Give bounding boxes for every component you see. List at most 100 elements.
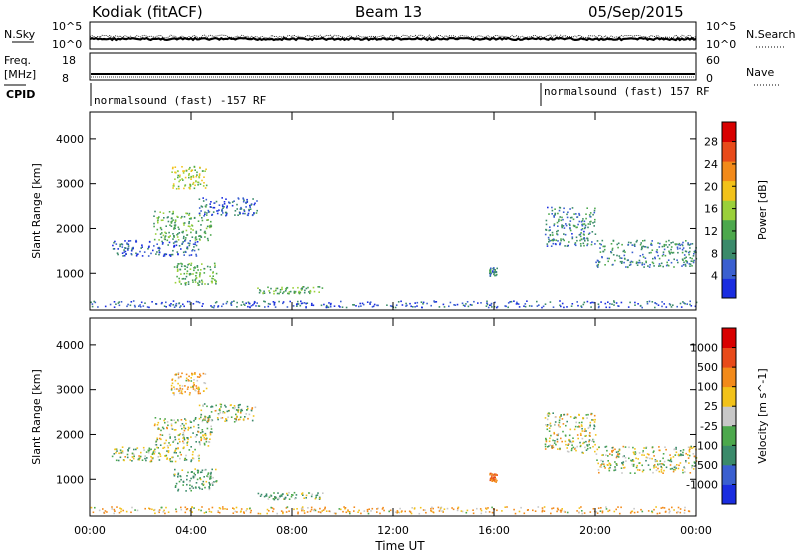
data-cell <box>166 458 168 460</box>
data-cell <box>604 467 606 469</box>
data-cell <box>183 224 185 226</box>
data-cell <box>194 372 196 374</box>
data-cell <box>187 281 190 283</box>
data-cell <box>431 506 433 509</box>
data-cell <box>668 239 670 242</box>
data-cell <box>688 251 690 254</box>
data-cell <box>560 219 563 222</box>
data-cell <box>611 450 613 452</box>
data-cell <box>603 465 606 468</box>
data-cell <box>204 213 206 215</box>
data-cell <box>556 434 558 436</box>
data-cell <box>315 496 317 499</box>
data-cell <box>657 254 659 257</box>
data-cell <box>676 243 678 245</box>
data-cell <box>153 225 155 228</box>
data-cell <box>166 426 168 429</box>
data-cell <box>230 416 233 418</box>
data-cell <box>579 235 582 238</box>
data-cell <box>597 469 600 471</box>
data-cell <box>673 258 675 261</box>
data-cell <box>254 406 257 409</box>
time-axis-label: Time UT <box>374 539 425 553</box>
data-cell <box>560 511 562 513</box>
data-cell <box>149 460 152 463</box>
data-cell <box>252 415 255 417</box>
data-cell <box>173 429 176 431</box>
data-cell <box>646 457 649 459</box>
data-cell <box>204 283 206 285</box>
data-cell <box>658 246 661 248</box>
data-cell <box>219 507 222 510</box>
data-cell <box>661 255 664 257</box>
data-cell <box>157 219 159 221</box>
data-cell <box>548 445 550 447</box>
data-cell <box>652 262 655 265</box>
data-cell <box>430 507 432 510</box>
data-cell <box>670 246 673 248</box>
data-cell <box>226 206 228 209</box>
data-cell <box>645 446 648 448</box>
data-cell <box>133 448 135 451</box>
data-cell <box>491 306 493 308</box>
data-cell <box>132 457 135 460</box>
data-cell <box>599 465 601 468</box>
data-cell <box>477 302 479 304</box>
data-cell <box>209 226 211 229</box>
data-cell <box>204 419 206 421</box>
data-cell <box>190 489 192 492</box>
data-cell <box>633 507 635 510</box>
data-cell <box>579 441 581 444</box>
data-cell <box>260 493 263 496</box>
data-cell <box>566 511 569 514</box>
data-cell <box>638 469 641 471</box>
x-tick-label: 04:00 <box>175 524 207 537</box>
data-cell <box>186 234 188 236</box>
data-cell <box>188 242 191 245</box>
data-cell <box>180 392 183 394</box>
data-cell <box>593 211 596 214</box>
data-cell <box>197 248 200 251</box>
data-cell <box>161 426 164 429</box>
data-cell <box>186 478 188 481</box>
data-cell <box>546 428 549 431</box>
colorbar-tick-label: 8 <box>711 247 718 260</box>
data-cell <box>177 420 180 422</box>
data-cell <box>641 262 644 264</box>
data-cell <box>194 267 196 269</box>
data-cell <box>274 301 276 304</box>
data-cell <box>682 471 684 474</box>
data-cell <box>566 306 568 308</box>
data-cell <box>147 451 150 454</box>
data-cell <box>247 301 250 304</box>
data-cell <box>181 278 184 280</box>
data-cell <box>609 466 611 469</box>
data-cell <box>186 388 189 390</box>
data-cell <box>196 376 199 378</box>
data-cell <box>127 245 130 247</box>
data-cell <box>243 209 245 211</box>
data-cell <box>383 509 385 512</box>
data-cell <box>114 240 116 243</box>
data-cell <box>547 412 549 415</box>
data-cell <box>583 441 585 444</box>
data-cell <box>548 229 550 232</box>
data-cell <box>225 302 228 305</box>
data-cell <box>541 507 544 509</box>
data-cell <box>218 209 220 211</box>
data-cell <box>172 441 174 443</box>
data-cell <box>568 438 570 441</box>
data-cell <box>159 453 161 455</box>
data-cell <box>277 497 280 500</box>
data-cell <box>177 419 179 421</box>
data-cell <box>183 254 185 256</box>
data-cell <box>319 497 321 500</box>
data-cell <box>169 437 171 439</box>
data-cell <box>639 255 642 257</box>
data-cell <box>596 459 598 461</box>
data-cell <box>572 224 575 227</box>
data-cell <box>204 486 206 489</box>
data-cell <box>668 460 671 462</box>
data-cell <box>250 509 252 512</box>
data-cell <box>269 303 271 305</box>
